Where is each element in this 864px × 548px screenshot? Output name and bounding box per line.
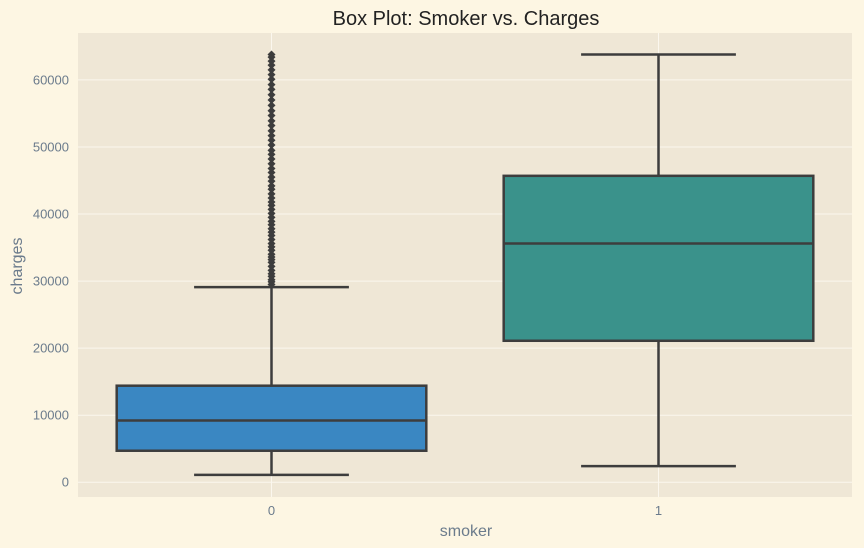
outlier-point (267, 209, 276, 218)
y-tick-label: 30000 (33, 274, 69, 289)
outlier-point (267, 101, 276, 110)
y-tick-label: 40000 (33, 207, 69, 222)
outlier-point (267, 239, 276, 248)
y-axis-ticks: 0 10000 20000 30000 40000 50000 60000 (33, 72, 69, 489)
outlier-point (267, 155, 276, 164)
outlier-point (267, 70, 276, 79)
y-tick-label: 10000 (33, 408, 69, 423)
outlier-point (267, 61, 276, 70)
y-axis-label: charges (9, 238, 26, 295)
iqr-box (115, 384, 428, 452)
outlier-point (267, 85, 276, 94)
outlier-point (267, 262, 276, 271)
outlier-point (267, 150, 276, 159)
iqr-box (502, 174, 815, 343)
outlier-point (267, 177, 276, 186)
x-tick-label: 0 (268, 503, 275, 518)
outlier-point (267, 173, 276, 182)
outlier-point (267, 106, 276, 115)
outlier-point (267, 146, 276, 155)
outlier-point (267, 75, 276, 84)
box-series (115, 50, 815, 477)
outlier-point (267, 121, 276, 130)
outlier-point (267, 181, 276, 190)
outlier-point (267, 168, 276, 177)
x-tick-label: 1 (655, 503, 662, 518)
x-axis-label: smoker (440, 523, 493, 540)
outlier-point (267, 96, 276, 105)
outlier-point (267, 205, 276, 214)
outlier-point (267, 80, 276, 89)
outlier-point (267, 50, 276, 59)
outlier-point (267, 131, 276, 140)
outlier-point (267, 250, 276, 259)
y-tick-label: 0 (62, 475, 69, 490)
outlier-point (267, 193, 276, 202)
outlier-point (267, 65, 276, 74)
outlier-point (267, 197, 276, 206)
outlier-point (267, 235, 276, 244)
outlier-point (267, 126, 276, 135)
outlier-point (267, 90, 276, 99)
y-tick-label: 20000 (33, 341, 69, 356)
box-1 (502, 53, 815, 468)
outlier-point (267, 140, 276, 149)
chart-title: Box Plot: Smoker vs. Charges (333, 8, 600, 30)
outlier-point (267, 159, 276, 168)
outlier-point (267, 217, 276, 226)
box-0 (115, 50, 428, 477)
outlier-point (267, 164, 276, 173)
outlier-point (267, 213, 276, 222)
outlier-point (267, 116, 276, 125)
y-tick-label: 50000 (33, 139, 69, 154)
outlier-point (267, 57, 276, 66)
outlier-point (267, 111, 276, 120)
y-tick-label: 60000 (33, 72, 69, 87)
outlier-point (267, 224, 276, 233)
outlier-point (267, 189, 276, 198)
outlier-point (267, 266, 276, 275)
outlier-point (267, 136, 276, 145)
